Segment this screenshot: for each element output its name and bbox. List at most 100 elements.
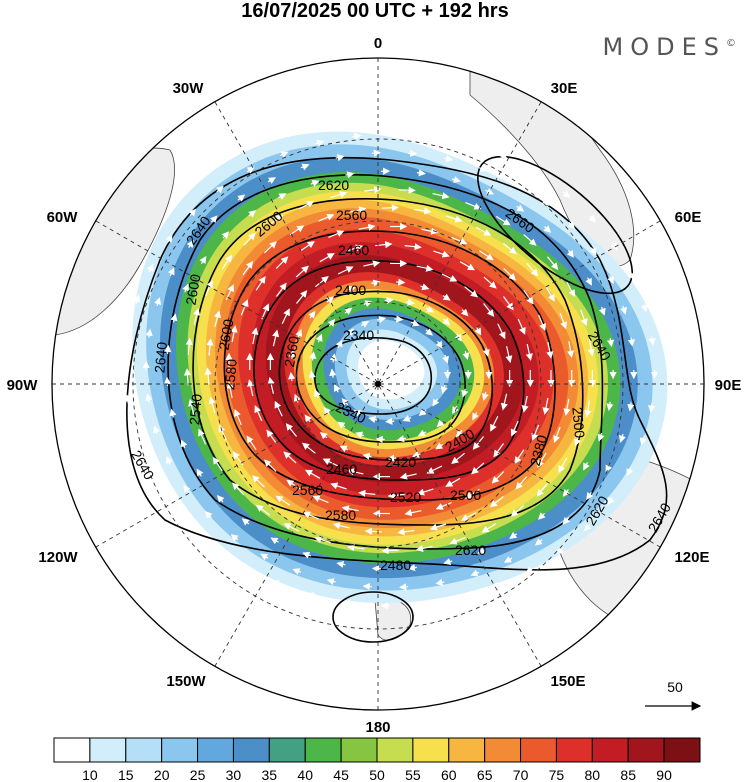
wind-vector <box>536 482 548 497</box>
wind-vector <box>404 243 422 251</box>
wind-vector <box>375 435 385 443</box>
wind-vector <box>620 305 628 315</box>
colorbar-label: 25 <box>190 767 206 782</box>
wind-vector <box>341 398 350 406</box>
wind-vector <box>416 264 434 272</box>
wind-vector <box>477 547 486 554</box>
graticule <box>52 58 704 710</box>
wind-vector <box>199 255 207 265</box>
wind-vector <box>206 338 214 356</box>
wind-vector <box>360 320 370 328</box>
wind-vector <box>627 402 635 412</box>
wind-vector <box>455 593 465 601</box>
wind-vector <box>418 600 428 608</box>
wind-vector <box>364 527 382 535</box>
wind-vector <box>502 242 517 255</box>
wind-vector <box>587 339 595 357</box>
wind-vector <box>261 303 270 320</box>
contour-label: 2640 <box>151 341 170 374</box>
wind-vector <box>204 367 212 385</box>
wind-vector <box>221 254 232 270</box>
wind-vector <box>221 231 230 239</box>
wind-vector <box>534 538 543 546</box>
wind-vector <box>525 566 534 574</box>
wind-vector <box>474 327 482 336</box>
wind-vector <box>465 488 480 499</box>
wind-vector <box>436 419 445 428</box>
wind-vector <box>318 213 335 222</box>
wind-vector <box>186 240 194 248</box>
wind-vector <box>304 414 312 423</box>
wind-vector <box>523 289 534 305</box>
wind-vector <box>610 242 618 251</box>
wind-vector <box>230 534 239 542</box>
colorbar-label: 70 <box>513 767 529 782</box>
wind-vector <box>547 256 559 271</box>
wind-vector <box>546 341 554 359</box>
colorbar-label: 55 <box>405 767 421 782</box>
wind-vector <box>478 165 488 172</box>
wind-vector <box>310 180 320 187</box>
wind-vector <box>279 151 289 158</box>
contour-label: 2540 <box>186 393 205 426</box>
wind-vector <box>275 495 291 506</box>
wind-vector <box>589 247 597 256</box>
wind-vector <box>464 140 474 148</box>
wind-vector <box>427 133 437 141</box>
reference-vector: 50 <box>645 679 702 711</box>
wind-vector <box>562 190 571 198</box>
wind-vector <box>405 298 415 306</box>
contour-2560 <box>223 230 556 501</box>
wind-vector <box>145 328 153 338</box>
wind-vector <box>607 497 615 506</box>
wind-vector <box>152 425 160 435</box>
wind-vector <box>263 459 277 472</box>
wind-vector <box>408 149 418 158</box>
contour-label: 2460 <box>338 242 369 258</box>
wind-vector <box>397 528 415 536</box>
wind-vector <box>566 281 576 298</box>
wind-vector <box>462 351 470 361</box>
wind-vector <box>559 312 567 330</box>
colorbar-swatch <box>484 737 522 763</box>
wind-vector <box>315 275 329 288</box>
wind-vector <box>435 442 444 450</box>
wind-vector <box>243 232 256 246</box>
wind-vector <box>309 351 317 361</box>
lon-label-60w: 60W <box>47 209 79 226</box>
wind-vector <box>445 477 461 487</box>
contour-label: 2520 <box>390 489 421 505</box>
wind-vector <box>442 317 451 326</box>
wind-vector <box>432 192 450 200</box>
colorbar-swatch <box>555 737 593 763</box>
wind-vector <box>347 544 365 552</box>
colorbar-label: 50 <box>369 767 385 782</box>
wind-vector <box>276 282 287 297</box>
wind-vector <box>556 546 565 555</box>
contour-2340 <box>314 337 432 415</box>
wind-vector <box>322 458 339 467</box>
wind-vector <box>267 376 275 394</box>
wind-vector <box>648 336 656 346</box>
wind-vector <box>193 307 201 325</box>
wind-vector <box>521 395 529 413</box>
contour-label: 2500 <box>569 406 588 439</box>
wind-vector <box>531 424 540 441</box>
lon-label-90w: 90W <box>7 377 39 394</box>
wind-vector <box>545 286 555 302</box>
wind-vector <box>323 406 331 415</box>
wind-vector <box>298 201 315 210</box>
wind-vector <box>184 517 192 526</box>
wind-vector <box>183 368 192 386</box>
wind-vector <box>363 260 381 268</box>
wind-vector <box>292 568 302 575</box>
wind-vector <box>435 340 443 349</box>
wind-vector <box>472 436 484 450</box>
wind-vector <box>231 482 245 496</box>
wind-vector <box>368 416 378 424</box>
contour-2500 <box>253 259 525 481</box>
lon-label-150w: 150W <box>166 673 206 690</box>
wind-vector <box>241 518 250 526</box>
colorbar-swatch <box>376 737 414 763</box>
wind-vector <box>425 328 434 336</box>
